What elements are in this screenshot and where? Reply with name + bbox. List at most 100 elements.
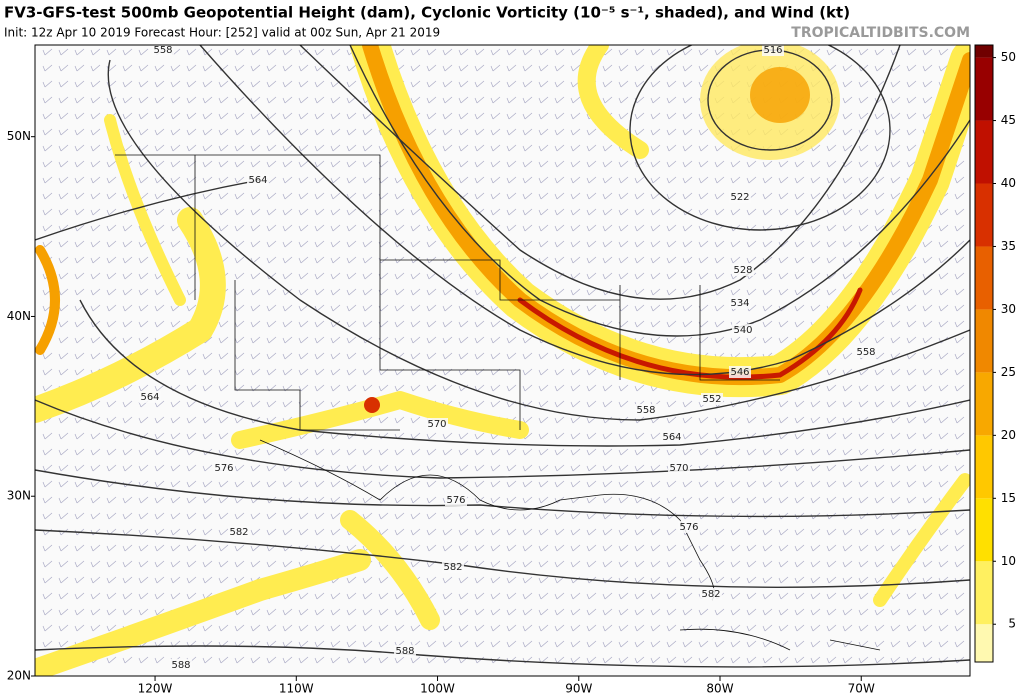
contour-label: 570 xyxy=(427,419,446,430)
wind-barb xyxy=(330,640,341,648)
wind-barb xyxy=(746,256,757,264)
wind-barb xyxy=(858,480,869,488)
wind-barb xyxy=(746,208,757,216)
wind-barb xyxy=(282,64,293,72)
wind-barb xyxy=(794,176,805,184)
wind-barb xyxy=(522,512,533,520)
wind-barb xyxy=(538,352,549,360)
wind-barb xyxy=(682,176,693,184)
wind-barb xyxy=(90,176,101,184)
colorbar-label: 5 xyxy=(1008,617,1016,631)
wind-barb xyxy=(218,352,229,360)
wind-barb xyxy=(602,624,613,632)
wind-barb xyxy=(90,464,101,472)
wind-barb xyxy=(538,176,549,184)
wind-barb xyxy=(826,288,837,296)
wind-barb xyxy=(362,464,373,472)
wind-barb xyxy=(346,544,357,552)
wind-barb xyxy=(922,592,933,600)
wind-barb xyxy=(250,448,261,456)
wind-barb xyxy=(122,400,133,408)
wind-barb xyxy=(538,608,549,616)
wind-barb xyxy=(634,288,645,296)
wind-barb xyxy=(282,352,293,360)
wind-barb xyxy=(954,512,965,520)
wind-barb xyxy=(954,352,965,360)
wind-barb xyxy=(570,624,581,632)
wind-barb xyxy=(714,528,725,536)
wind-barb xyxy=(298,560,309,568)
wind-barb xyxy=(362,496,373,504)
wind-barb xyxy=(298,304,309,312)
wind-barb xyxy=(522,384,533,392)
wind-barb xyxy=(474,624,485,632)
wind-barb xyxy=(394,544,405,552)
wind-barb xyxy=(650,208,661,216)
wind-barb xyxy=(634,608,645,616)
wind-barb xyxy=(794,288,805,296)
wind-barb xyxy=(442,592,453,600)
contour-label-bg xyxy=(678,521,700,533)
wind-barb xyxy=(378,496,389,504)
wind-barb xyxy=(74,320,85,328)
wind-barb xyxy=(346,464,357,472)
wind-barb xyxy=(442,384,453,392)
wind-barb xyxy=(698,272,709,280)
wind-barb xyxy=(122,336,133,344)
wind-barb xyxy=(586,528,597,536)
wind-barb xyxy=(186,304,197,312)
wind-barb xyxy=(682,224,693,232)
wind-barb xyxy=(506,384,517,392)
wind-barb xyxy=(74,256,85,264)
wind-barb xyxy=(250,656,261,664)
wind-barb xyxy=(682,592,693,600)
wind-barb xyxy=(474,576,485,584)
wind-barb xyxy=(106,656,117,664)
wind-barb xyxy=(170,208,181,216)
wind-barb xyxy=(522,592,533,600)
wind-barb xyxy=(794,160,805,168)
wind-barb xyxy=(730,592,741,600)
wind-barb xyxy=(778,256,789,264)
wind-barb xyxy=(890,352,901,360)
wind-barb xyxy=(778,432,789,440)
wind-barb xyxy=(730,432,741,440)
wind-barb xyxy=(922,432,933,440)
wind-barb xyxy=(874,640,885,648)
wind-barb xyxy=(362,592,373,600)
wind-barb xyxy=(42,432,53,440)
wind-barb xyxy=(202,160,213,168)
wind-barb xyxy=(314,448,325,456)
wind-barb xyxy=(858,384,869,392)
wind-barb xyxy=(602,240,613,248)
wind-barb xyxy=(154,592,165,600)
wind-barb xyxy=(218,320,229,328)
wind-barb xyxy=(170,416,181,424)
wind-barb xyxy=(330,384,341,392)
wind-barb xyxy=(634,384,645,392)
wind-barb xyxy=(314,656,325,664)
wind-barb xyxy=(298,160,309,168)
wind-barb xyxy=(906,368,917,376)
wind-barb xyxy=(378,464,389,472)
wind-barb xyxy=(170,368,181,376)
wind-barb xyxy=(554,416,565,424)
wind-barb xyxy=(666,64,677,72)
wind-barb xyxy=(794,400,805,408)
wind-barb xyxy=(634,544,645,552)
wind-barb xyxy=(602,256,613,264)
wind-barb xyxy=(538,496,549,504)
wind-barb xyxy=(810,640,821,648)
wind-barb xyxy=(234,608,245,616)
wind-barb xyxy=(74,512,85,520)
lat-label: 30N xyxy=(7,489,31,503)
wind-barb xyxy=(826,368,837,376)
wind-barb xyxy=(842,576,853,584)
wind-barb xyxy=(362,144,373,152)
wind-barb xyxy=(266,480,277,488)
wind-barb xyxy=(362,512,373,520)
wind-barb xyxy=(330,480,341,488)
wind-barb xyxy=(522,352,533,360)
wind-barb xyxy=(330,128,341,136)
wind-barb xyxy=(266,240,277,248)
